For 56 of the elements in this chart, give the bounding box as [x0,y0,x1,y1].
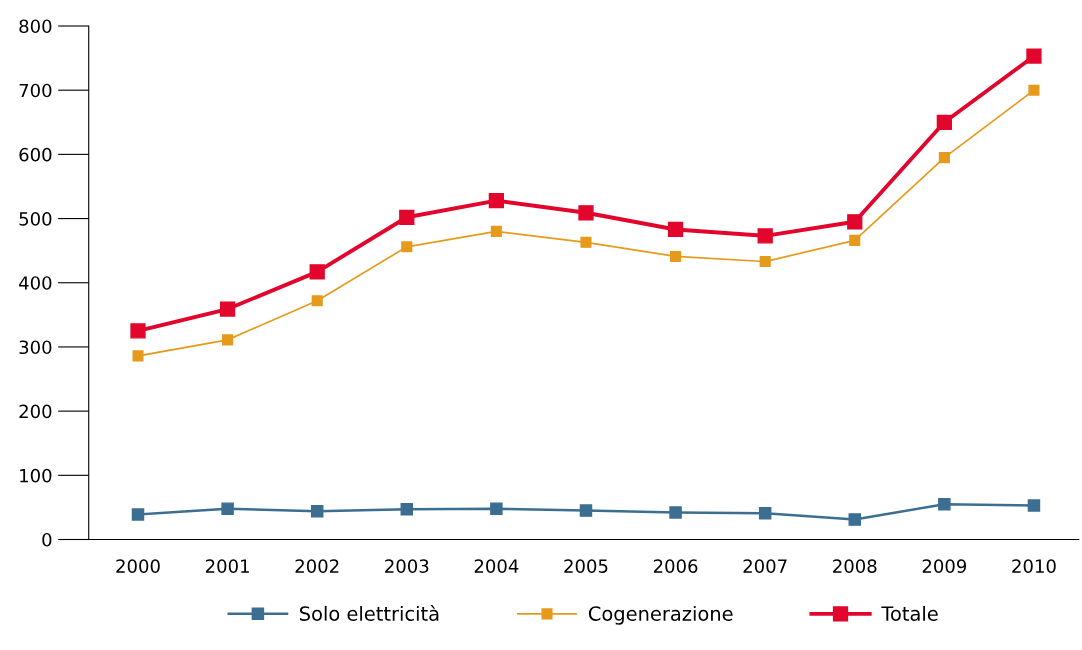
point [221,502,234,515]
point [579,504,593,517]
point [219,301,236,317]
y-tick-label: 800 [19,19,52,34]
point [670,250,682,262]
point [130,323,146,339]
point [578,205,594,221]
y-tick-label: 700 [19,83,52,98]
y-tick-label: 500 [19,212,52,226]
y-tick-label: 200 [19,404,52,419]
legend-label: Solo elettricità [300,605,439,621]
point [400,503,414,516]
x-tick-label: 2009 [922,559,967,573]
point [132,350,144,362]
point [757,228,773,244]
point [849,234,861,246]
point [847,214,863,230]
x-tick-label: 2003 [385,559,429,573]
y-tick-label: 0 [42,532,52,547]
point [222,334,234,346]
y-tick-label: 100 [20,468,52,483]
point [848,513,862,526]
point [310,505,324,518]
legend-label: Cogenerazione [588,605,733,625]
point [580,236,592,248]
x-tick-label: 2005 [564,559,608,573]
point [669,506,682,519]
point [311,295,323,307]
point [758,506,772,520]
point [490,502,503,515]
point [938,152,950,164]
x-tick-label: 2002 [295,559,339,573]
x-tick-label: 2007 [743,559,787,573]
x-tick-label: 2008 [833,559,877,573]
point [1026,48,1042,64]
x-tick-label: 2004 [474,559,519,573]
point [667,221,684,238]
point [488,192,505,209]
point [309,264,325,280]
y-tick-label: 400 [19,276,52,290]
legend-label: Totale [881,605,938,621]
point [936,114,953,130]
y-tick-label: 300 [19,340,52,355]
point [399,209,415,225]
point [131,508,145,521]
point [1027,499,1041,512]
x-tick-label: 2006 [653,559,698,573]
y-tick-label: 600 [19,147,52,162]
point [490,225,502,237]
point [1028,84,1040,96]
point [401,241,413,253]
point [759,256,771,268]
x-tick-label: 2001 [205,559,249,573]
point [938,497,951,511]
x-tick-label: 2010 [1012,559,1056,573]
x-tick-label: 2000 [116,559,160,573]
